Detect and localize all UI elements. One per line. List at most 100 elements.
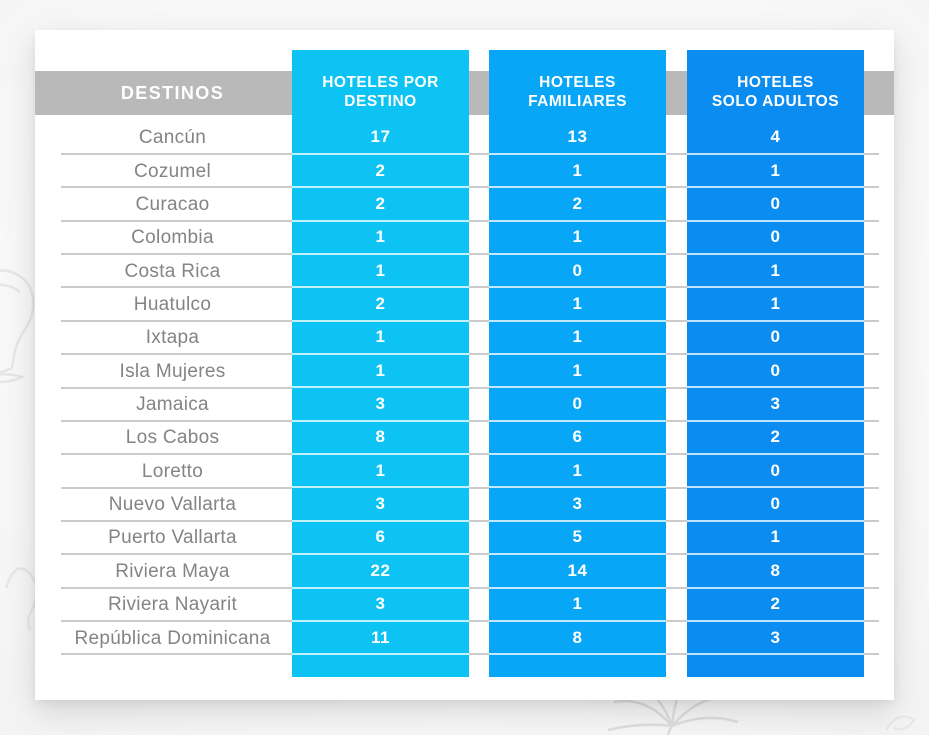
destination-cell: Riviera Nayarit: [107, 594, 238, 616]
value-cell: 4: [687, 122, 864, 156]
wave-icon: [4, 567, 38, 631]
value-cell: 6: [292, 522, 469, 556]
value-cell: 0: [687, 455, 864, 489]
destination-cell: Nuevo Vallarta: [108, 494, 237, 516]
value-cell: 3: [292, 488, 469, 522]
value-cell: 3: [489, 488, 666, 522]
value-cells: 13 1 2 1 0 1 1 1 0 6 1 3 5 14 1 8: [489, 122, 666, 656]
value-cell: 1: [292, 255, 469, 289]
value-cell: 2: [292, 288, 469, 322]
value-cell: 8: [292, 422, 469, 456]
value-cell: 0: [687, 488, 864, 522]
destination-cell: Cozumel: [133, 160, 212, 182]
destination-cell: Puerto Vallarta: [108, 527, 237, 549]
value-cells: 17 2 2 1 1 2 1 1 3 8 1 3 6 22 3 11: [292, 122, 469, 656]
row-separator: [61, 286, 879, 289]
value-cell: 0: [489, 388, 666, 422]
value-cell: 1: [687, 522, 864, 556]
value-cell: 0: [687, 322, 864, 356]
value-cell: 1: [292, 455, 469, 489]
value-cell: 2: [687, 589, 864, 622]
destination-cell: Riviera Maya: [115, 560, 230, 582]
cocktail-glass-icon: [0, 269, 35, 384]
value-cell: 1: [687, 255, 864, 289]
value-cell: 2: [489, 188, 666, 222]
value-cell: 1: [489, 288, 666, 322]
destination-cell: Colombia: [131, 227, 214, 249]
value-cell: 11: [292, 622, 469, 656]
value-cell: 1: [489, 322, 666, 356]
value-cell: 3: [687, 388, 864, 422]
row-separator: [61, 553, 879, 556]
value-cell: 17: [292, 122, 469, 156]
value-cell: 1: [489, 455, 666, 489]
value-cell: 5: [489, 522, 666, 556]
destination-cell: Ixtapa: [145, 327, 200, 349]
value-cell: 1: [489, 589, 666, 622]
value-cell: 1: [489, 355, 666, 389]
row-separator: [61, 486, 879, 489]
column-header-line: DESTINO: [344, 93, 417, 110]
value-cell: 6: [489, 422, 666, 456]
destination-cell: Huatulco: [133, 294, 212, 316]
value-cell: 0: [489, 255, 666, 289]
row-separator: [61, 353, 879, 356]
value-cell: 3: [292, 388, 469, 422]
value-cell: 14: [489, 555, 666, 589]
value-cell: 13: [489, 122, 666, 156]
value-cell: 1: [292, 222, 469, 256]
value-cell: 1: [489, 155, 666, 189]
column-header-line: HOTELES POR: [322, 74, 439, 92]
value-cell: 8: [489, 622, 666, 656]
column-header: HOTELES POR DESTINO: [292, 71, 469, 115]
row-separator: [61, 453, 879, 456]
value-cell: 0: [687, 355, 864, 389]
value-cell: 2: [292, 188, 469, 222]
destination-cell: Curacao: [135, 194, 210, 216]
column-header-line: HOTELES: [737, 74, 814, 92]
value-cell: 1: [687, 155, 864, 189]
destination-cell: República Dominicana: [74, 627, 271, 649]
value-cell: 1: [292, 355, 469, 389]
value-cell: 3: [292, 589, 469, 622]
row-separator: [61, 586, 879, 589]
row-separator: [61, 519, 879, 522]
column-header-line: HOTELES: [539, 74, 616, 92]
destination-cell: Jamaica: [136, 394, 209, 416]
destination-cell: Costa Rica: [124, 260, 221, 282]
destination-cell: Isla Mujeres: [119, 360, 226, 382]
column-header: HOTELES SOLO ADULTOS: [687, 71, 864, 115]
value-cell: 1: [687, 288, 864, 322]
row-separator: [61, 653, 879, 656]
value-cell: 1: [292, 322, 469, 356]
column-header-line: SOLO ADULTOS: [711, 93, 840, 110]
value-cell: 2: [687, 422, 864, 456]
destination-rows: Cancún Cozumel Curacao Colombia Costa Rica Hu…: [35, 122, 310, 656]
column-header-line: FAMILIARES: [528, 93, 627, 110]
row-separator: [61, 319, 879, 322]
row-separator: [61, 153, 879, 156]
value-cell: 0: [687, 188, 864, 222]
value-cell: 8: [687, 555, 864, 589]
value-cell: 1: [489, 222, 666, 256]
destination-cell: Cancún: [138, 127, 207, 149]
row-separator: [61, 619, 879, 622]
row-separator: [61, 386, 879, 389]
row-separator: [61, 186, 879, 189]
row-separator: [61, 419, 879, 422]
swirl-icon: [885, 715, 916, 731]
table-card: DESTINOS Cancún Cozumel Curacao Colombia Cos…: [35, 30, 894, 700]
column-header: HOTELES FAMILIARES: [489, 71, 666, 115]
value-cell: 22: [292, 555, 469, 589]
destinations-header: DESTINOS: [120, 82, 225, 103]
row-separator: [61, 253, 879, 256]
destination-cell: Loretto: [141, 460, 204, 482]
value-cell: 2: [292, 155, 469, 189]
value-column: HOTELES POR DESTINO 17 2 2 1 1 2 1 1 3 8 1 3 6 22 3 11: [292, 50, 469, 677]
row-separator: [61, 219, 879, 222]
value-column: HOTELES FAMILIARES 13 1 2 1 0 1 1 1 0 6 1 3 5 14 1 8: [489, 50, 666, 677]
value-cell: 3: [687, 622, 864, 656]
value-cell: 0: [687, 222, 864, 256]
